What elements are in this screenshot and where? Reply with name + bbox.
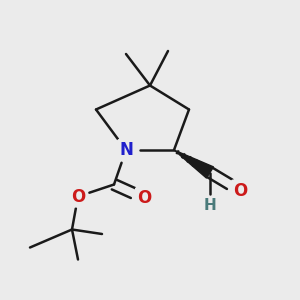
Text: O: O [71,188,85,206]
Text: N: N [119,141,133,159]
Text: O: O [137,189,151,207]
Text: H: H [204,198,216,213]
Polygon shape [174,150,214,178]
Text: O: O [233,182,247,200]
